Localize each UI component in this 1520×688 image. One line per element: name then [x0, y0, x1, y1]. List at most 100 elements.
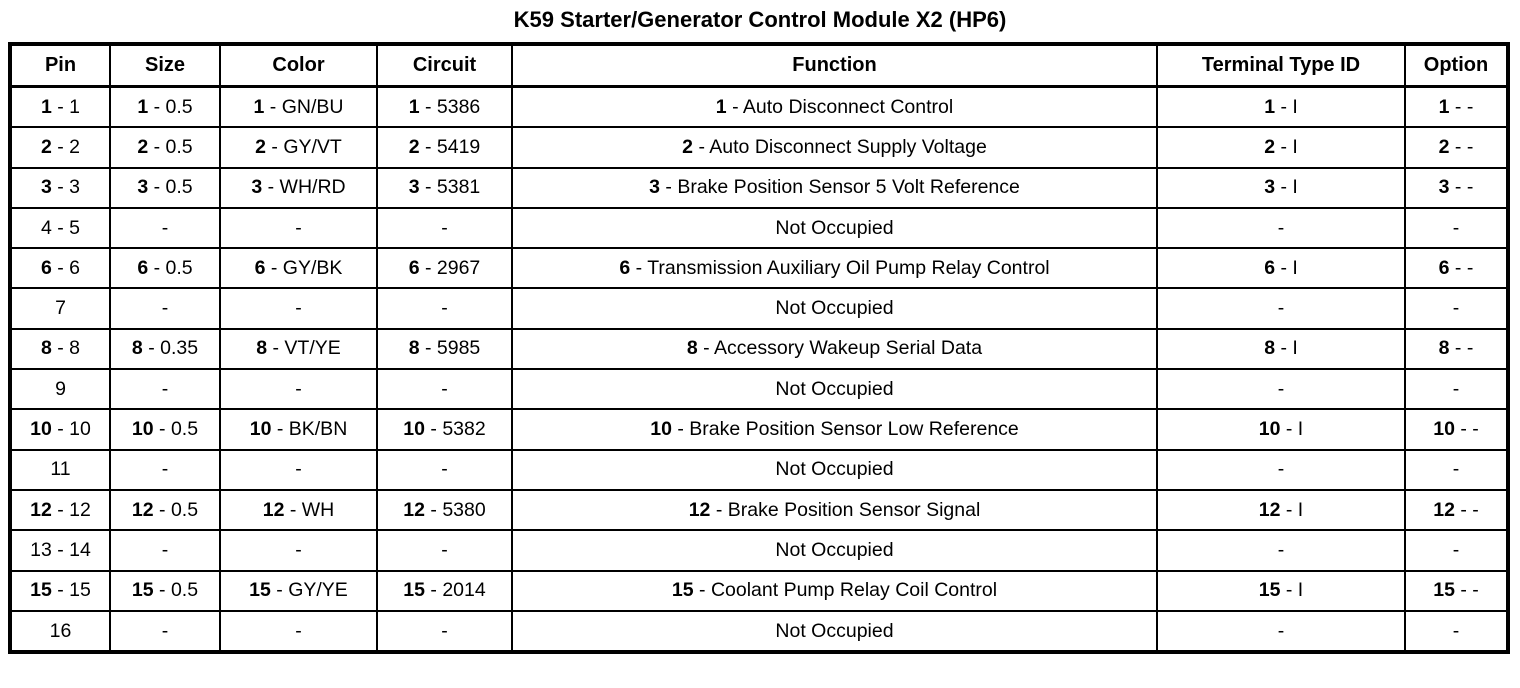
pin-number: 15 [30, 579, 52, 602]
table-cell: 1 - I [1156, 85, 1406, 129]
table-cell: 7 [9, 287, 111, 330]
table-cell: 8 - 5985 [376, 327, 513, 371]
table-cell: 6 - 0.5 [109, 247, 221, 290]
column-header: Circuit [376, 43, 513, 88]
table-row: 15 - 15 15 - 0.5 15 - GY/YE 15 - 2014 15 - C… [9, 569, 1509, 612]
table-cell: 2 - 0.5 [109, 126, 221, 169]
pin-number: 8 [408, 337, 420, 360]
table-cell: 10 - Brake Position Sensor Low Reference [511, 408, 1158, 451]
table-cell: 16 [9, 609, 111, 654]
pin-number: 15 [131, 579, 154, 602]
table-cell: Not Occupied [511, 287, 1158, 330]
table-cell: - [1404, 206, 1509, 250]
pin-number: 10 [650, 418, 672, 441]
column-header: Size [109, 43, 221, 88]
table-cell: 1 - 0.5 [109, 85, 221, 129]
table-cell: - [1156, 287, 1406, 330]
table-cell: - [1156, 448, 1406, 491]
pin-number: 10 [403, 418, 425, 441]
table-cell: 2 - 5419 [376, 126, 513, 169]
table-cell: - [109, 609, 221, 654]
table-cell: 1 - 1 [9, 85, 111, 129]
table-cell: - [219, 448, 378, 491]
table-cell: 2 - Auto Disconnect Supply Voltage [511, 126, 1158, 169]
pin-number: 8 [256, 337, 268, 360]
table-cell: 1 - 5386 [376, 85, 513, 129]
table-cell: 15 - 2014 [376, 569, 513, 612]
connector-pinout-table: Pin Size Color Circuit Function Terminal Type… [8, 42, 1510, 655]
table-cell: 2 - GY/VT [219, 126, 378, 169]
column-header: Option [1404, 43, 1509, 88]
pin-number: 3 [251, 176, 263, 199]
table-cell: 12 - 0.5 [109, 488, 221, 532]
pin-number: 15 [403, 579, 425, 602]
table-cell: 3 - I [1156, 166, 1406, 209]
table-cell: 15 - GY/YE [219, 569, 378, 612]
table-cell: 10 - 10 [9, 408, 111, 451]
table-cell: 12 - 5380 [376, 488, 513, 532]
table-cell: - [1404, 287, 1509, 330]
table-cell: - [219, 529, 378, 572]
table-cell: 15 - 15 [9, 569, 111, 612]
table-cell: 10 - 5382 [376, 408, 513, 451]
table-cell: 12 - WH [219, 488, 378, 532]
pin-number: 8 [1438, 337, 1450, 360]
pin-number: 6 [619, 256, 631, 279]
table-cell: 3 - WH/RD [219, 166, 378, 209]
page-title: K59 Starter/Generator Control Module X2 … [513, 7, 1007, 32]
header-row: Pin Size Color Circuit Function Terminal Type… [9, 43, 1509, 88]
table-cell: - [376, 206, 513, 250]
column-header: Terminal Type ID [1156, 43, 1406, 88]
table-cell: Not Occupied [511, 368, 1158, 411]
pin-number: 2 [255, 135, 266, 158]
pin-number: 10 [249, 418, 272, 441]
table-cell: 6 - Transmission Auxiliary Oil Pump Rela… [511, 247, 1158, 290]
pin-number: 12 [403, 498, 425, 521]
table-cell: 15 - 0.5 [109, 569, 221, 612]
pin-number: 2 [1264, 135, 1276, 158]
pin-number: 2 [1438, 135, 1450, 158]
table-cell: - [219, 287, 378, 330]
pin-number: 1 [253, 95, 265, 118]
column-header: Function [511, 43, 1158, 88]
pin-number: 6 [40, 256, 52, 279]
table-cell: - [1404, 529, 1509, 572]
table-row: 7- - - Not Occupied - - [9, 287, 1509, 330]
pin-number: 6 [137, 256, 149, 279]
table-cell: 3 - Brake Position Sensor 5 Volt Referen… [511, 166, 1158, 209]
pin-number: 15 [249, 579, 271, 602]
pin-number: 12 [688, 498, 711, 521]
table-cell: Not Occupied [511, 206, 1158, 250]
pin-number: 15 [671, 579, 694, 602]
pin-number: 3 [40, 176, 52, 199]
pin-number: 10 [1433, 418, 1455, 441]
pin-number: 1 [137, 95, 149, 118]
table-cell: 1 - - [1404, 85, 1509, 129]
pin-number: 10 [131, 418, 154, 441]
table-row: 12 - 12 12 - 0.5 12 - WH 12 - 5380 12 - Brak… [9, 488, 1509, 532]
table-cell: 15 - - [1404, 569, 1509, 612]
table-cell: 4 - 5 [9, 206, 111, 250]
table-cell: 2 - - [1404, 126, 1509, 169]
pin-number: 6 [408, 256, 420, 279]
table-cell: - [1404, 448, 1509, 491]
table-row: 9- - - Not Occupied - - [9, 368, 1509, 411]
pin-number: 6 [1438, 256, 1450, 279]
table-cell: 10 - 0.5 [109, 408, 221, 451]
table-cell: 15 - Coolant Pump Relay Coil Control [511, 569, 1158, 612]
table-cell: 10 - I [1156, 408, 1406, 451]
column-header: Color [219, 43, 378, 88]
table-cell: - [376, 448, 513, 491]
table-cell: - [376, 609, 513, 654]
pin-number: 3 [408, 176, 420, 199]
table-row: 10 - 10 10 - 0.5 10 - BK/BN 10 - 5382 10 - B… [9, 408, 1509, 451]
table-cell: - [1156, 206, 1406, 250]
table-cell: - [376, 287, 513, 330]
pin-number: 3 [137, 176, 149, 199]
pin-number: 3 [649, 176, 660, 199]
table-cell: - [219, 609, 378, 654]
table-cell: - [109, 448, 221, 491]
